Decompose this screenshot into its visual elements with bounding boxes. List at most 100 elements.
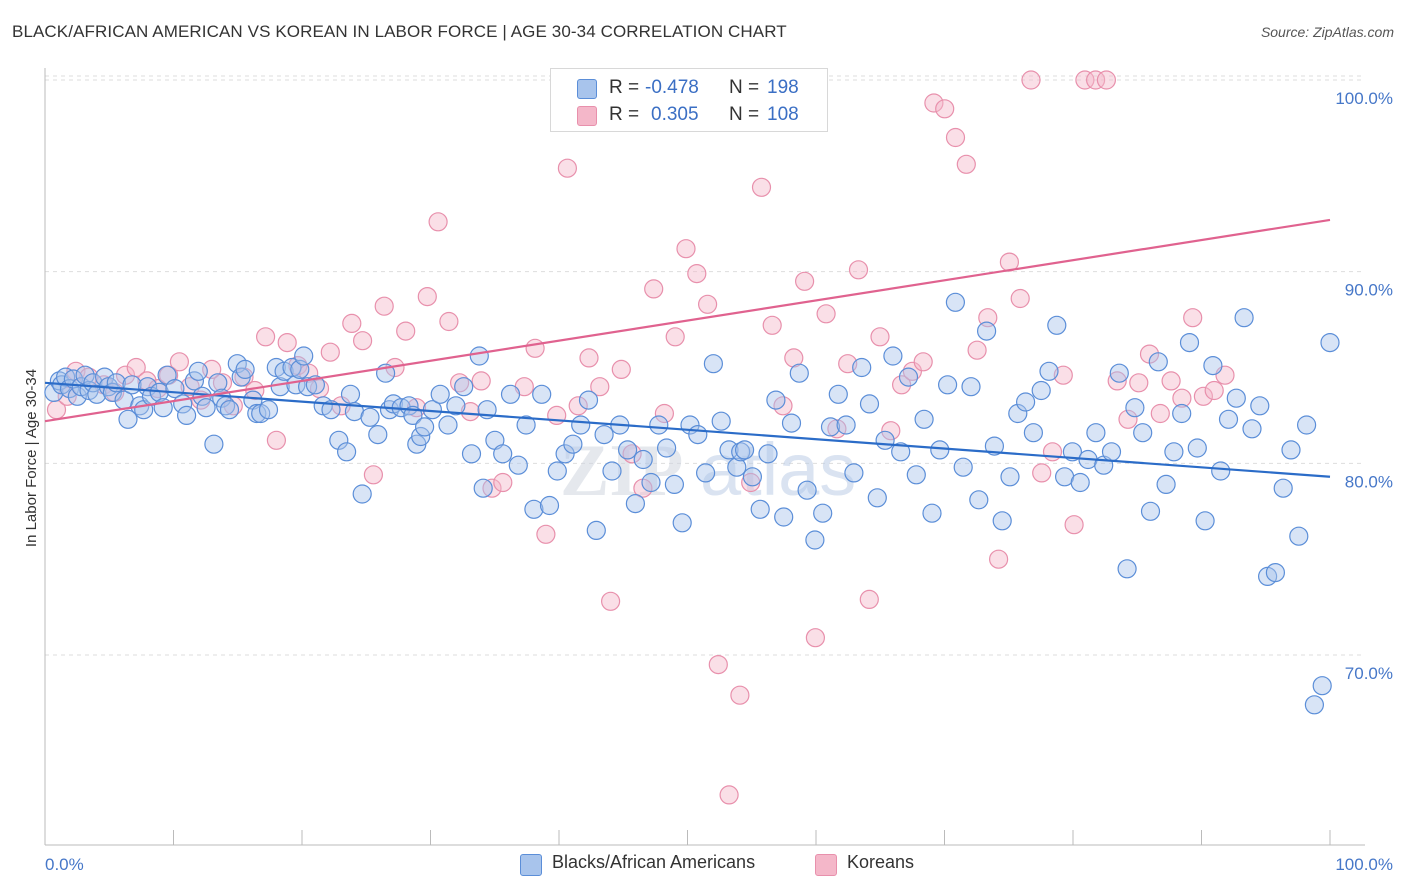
black-point	[688, 425, 708, 445]
y-axis-label: In Labor Force | Age 30-34	[23, 369, 40, 547]
x-tick-label: 100.0%	[1335, 855, 1393, 874]
korean-point	[1118, 409, 1138, 429]
black-point	[641, 472, 661, 493]
black-point	[1047, 315, 1067, 335]
korean-point	[1021, 70, 1041, 90]
black-point	[844, 463, 864, 483]
black-point	[867, 488, 887, 508]
korean-point	[600, 591, 621, 611]
korean-point	[557, 158, 578, 178]
korean-point	[536, 524, 556, 544]
black-point	[617, 440, 638, 460]
black-point	[446, 396, 466, 416]
black-point	[1031, 380, 1051, 401]
black-point	[461, 444, 482, 464]
korean-point	[708, 654, 728, 675]
black-point	[415, 417, 435, 437]
black-point	[1070, 472, 1090, 493]
black-point	[1086, 423, 1106, 443]
black-point	[976, 321, 997, 341]
black-point	[906, 465, 926, 485]
black-points	[44, 292, 1340, 715]
korean-point	[1172, 388, 1192, 408]
black-point	[836, 415, 856, 435]
black-point	[493, 444, 513, 464]
black-point	[298, 377, 318, 397]
black-point	[1172, 403, 1192, 424]
korean-point	[719, 785, 739, 805]
black-point	[1296, 415, 1317, 435]
black-point	[1304, 695, 1325, 715]
korean-point	[644, 279, 664, 299]
black-point	[411, 426, 431, 447]
korean-point	[784, 348, 804, 368]
black-point	[1218, 409, 1239, 429]
n-value: 198	[767, 77, 799, 98]
korean-point	[1032, 463, 1052, 483]
korean-point	[697, 294, 718, 314]
black-point	[1101, 442, 1122, 462]
black-point	[1000, 467, 1020, 487]
korean-point	[1053, 365, 1073, 385]
korean-point	[870, 327, 890, 347]
black-point	[1062, 442, 1083, 462]
black-point	[664, 474, 685, 494]
black-point	[820, 417, 841, 437]
tick-labels: 70.0% 80.0% 90.0% 100.0% 0.0% 100.0%	[45, 89, 1393, 874]
y-tick-label: 80.0%	[1345, 472, 1393, 491]
black-point	[1109, 363, 1129, 383]
korean-point	[654, 403, 675, 424]
black-point	[1226, 388, 1246, 408]
black-point	[469, 346, 489, 366]
black-point	[774, 507, 794, 527]
black-point	[500, 384, 521, 404]
korean-point	[1042, 442, 1063, 462]
black-point	[813, 503, 833, 523]
black-point	[883, 346, 903, 366]
korean-point	[1150, 403, 1170, 424]
black-point	[473, 478, 493, 498]
pink-swatch	[577, 106, 597, 126]
black-point	[1015, 392, 1036, 412]
korean-point	[913, 352, 933, 372]
black-point	[118, 409, 138, 429]
korean-point	[848, 260, 869, 280]
y-tick-label: 90.0%	[1345, 281, 1393, 300]
black-point	[992, 511, 1012, 531]
korean-point	[665, 327, 685, 347]
black-point	[368, 425, 388, 445]
korean-point	[342, 313, 362, 333]
korean-point	[611, 359, 631, 379]
korean-point	[568, 396, 588, 416]
korean-point	[374, 296, 394, 316]
korean-point	[1204, 380, 1224, 401]
black-point	[454, 377, 474, 397]
black-point	[75, 365, 95, 385]
koreans-trend-line	[44, 218, 1331, 423]
n-label: N =	[729, 77, 760, 98]
korean-point	[751, 177, 772, 197]
n-value: 108	[767, 104, 799, 125]
korean-point	[363, 465, 383, 485]
blacks-trend-line	[44, 381, 1331, 478]
black-point	[937, 375, 958, 395]
black-point	[188, 361, 208, 381]
black-point	[555, 444, 575, 464]
black-point	[1281, 440, 1301, 460]
series-legend: Blacks/African Americans Koreans	[0, 852, 1406, 878]
r-label: R =	[609, 77, 640, 98]
black-point	[602, 461, 622, 481]
korean-point	[988, 549, 1009, 569]
korean-point	[1064, 515, 1084, 535]
source-credit: Source: ZipAtlas.com	[1260, 24, 1394, 40]
black-point	[258, 400, 279, 420]
korean-point	[1129, 373, 1149, 393]
legend-pink-swatch	[815, 854, 837, 876]
black-point	[766, 390, 786, 410]
korean-point	[525, 338, 545, 358]
black-point	[1211, 461, 1231, 481]
black-point	[742, 467, 763, 487]
black-point	[922, 503, 942, 523]
black-point	[578, 390, 599, 410]
black-point	[930, 440, 950, 460]
